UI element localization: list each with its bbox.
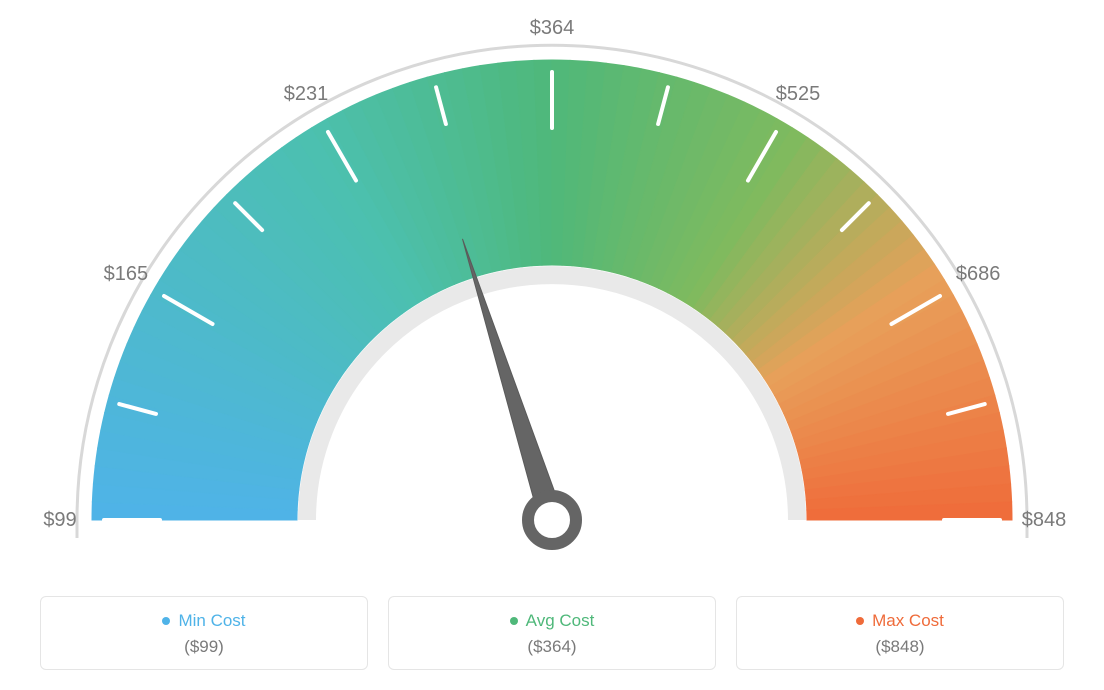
legend-max-text: Max Cost [872,611,944,631]
legend-dot-max-icon [856,617,864,625]
gauge-svg: $99 $165 $231 $364 $525 $686 $848 [0,0,1104,580]
gauge-chart: $99 $165 $231 $364 $525 $686 $848 [0,0,1104,580]
legend-row: Min Cost ($99) Avg Cost ($364) Max Cost … [40,596,1064,670]
svg-text:$231: $231 [284,83,329,105]
legend-label-min: Min Cost [162,611,245,631]
legend-avg-text: Avg Cost [526,611,595,631]
legend-avg-value: ($364) [399,637,705,657]
legend-min-value: ($99) [51,637,357,657]
svg-text:$848: $848 [1022,509,1067,531]
legend-min-text: Min Cost [178,611,245,631]
svg-text:$99: $99 [43,509,76,531]
svg-text:$686: $686 [956,263,1001,285]
svg-text:$364: $364 [530,17,575,39]
legend-label-avg: Avg Cost [510,611,595,631]
legend-card-min: Min Cost ($99) [40,596,368,670]
svg-text:$525: $525 [776,83,821,105]
legend-card-max: Max Cost ($848) [736,596,1064,670]
legend-card-avg: Avg Cost ($364) [388,596,716,670]
svg-text:$165: $165 [104,263,149,285]
legend-label-max: Max Cost [856,611,944,631]
legend-dot-avg-icon [510,617,518,625]
legend-max-value: ($848) [747,637,1053,657]
legend-dot-min-icon [162,617,170,625]
